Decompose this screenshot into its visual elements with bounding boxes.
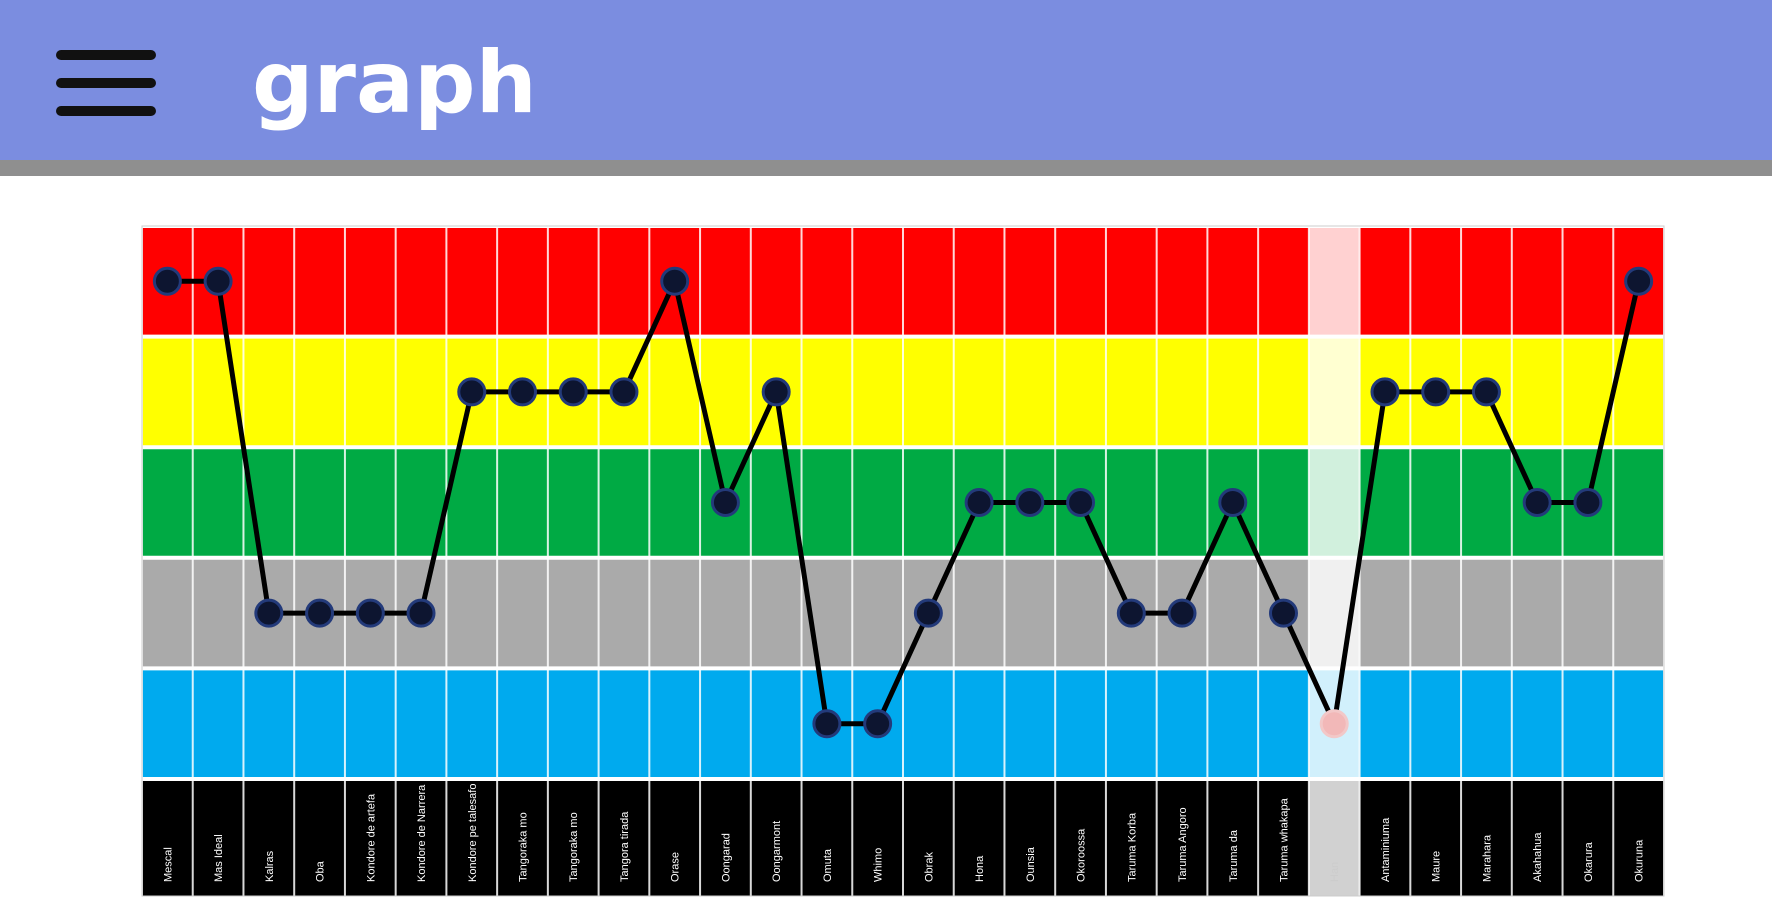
- data-point: [457, 377, 487, 407]
- menu-bar-middle: [56, 78, 156, 88]
- data-point: [1218, 488, 1248, 517]
- x-tick-label: Mas Ideal: [213, 834, 225, 882]
- x-tick-label: Kondore pe talesafo: [467, 784, 479, 882]
- x-tick-label: Tangoraka mo: [568, 812, 580, 882]
- data-point: [1471, 377, 1501, 407]
- data-point: [1522, 488, 1552, 517]
- x-tick-label: Taruma Angoro: [1177, 807, 1189, 882]
- data-point: [203, 266, 233, 296]
- data-point: [660, 266, 690, 296]
- x-tick-label: Taruma da: [1228, 829, 1240, 882]
- data-point: [355, 598, 385, 628]
- x-tick-label: Whimo: [873, 848, 885, 882]
- data-point: [1624, 266, 1654, 296]
- chart-border: [141, 225, 1665, 897]
- x-tick-label: Tangora tirada: [619, 811, 631, 882]
- x-tick-label: Okarura: [1583, 841, 1595, 882]
- data-point: [812, 709, 842, 739]
- data-point: [152, 266, 182, 296]
- x-tick-label: Oongarad: [720, 833, 732, 882]
- data-point: [1269, 598, 1298, 628]
- data-point: [1167, 598, 1197, 628]
- data-point: [1421, 377, 1451, 407]
- data-point: [1066, 488, 1096, 517]
- data-point: [1116, 598, 1146, 628]
- x-tick-label: Taruma Korba: [1126, 812, 1138, 882]
- hamburger-menu-icon[interactable]: [48, 40, 164, 126]
- data-point: [964, 488, 994, 517]
- data-point: [609, 377, 639, 407]
- x-tick-label: Han: [1329, 862, 1341, 882]
- data-point: [1319, 709, 1349, 739]
- data-point: [406, 598, 436, 628]
- x-tick-label: Antaminiuma: [1380, 817, 1392, 882]
- x-tick-label: Ounsia: [1025, 846, 1037, 882]
- series-line: [167, 278, 1642, 727]
- x-tick-label: Taruma whakapa: [1279, 797, 1291, 882]
- data-point: [710, 488, 740, 517]
- data-point: [305, 598, 335, 628]
- x-tick-label: Kondore de Narrera: [416, 784, 428, 882]
- x-tick-label: Omuta: [822, 848, 834, 882]
- app-bar: graph: [0, 0, 1772, 176]
- x-tick-label: Akahahua: [1532, 832, 1544, 882]
- highlighted-column: [1308, 226, 1360, 896]
- x-tick-label: Maure: [1431, 851, 1443, 882]
- x-tick-label: Tangoraka mo: [518, 812, 530, 882]
- x-tick-label: Kondore de artefa: [365, 793, 377, 882]
- menu-bar-bottom: [56, 106, 156, 116]
- data-point: [508, 377, 537, 407]
- data-point: [913, 598, 943, 628]
- data-point: [1370, 377, 1400, 407]
- menu-bar-top: [56, 50, 156, 60]
- level-chart: Mescal Mas Ideal Kalras Oba Kondore de artef…: [141, 224, 1665, 897]
- x-tick-label: Oongarmont: [771, 821, 783, 882]
- x-tick-label: Mescal: [162, 847, 174, 882]
- data-point: [1015, 488, 1045, 517]
- data-point: [1573, 488, 1603, 517]
- x-tick-label: Orase: [670, 852, 682, 882]
- data-point: [761, 377, 791, 407]
- page-title: graph: [252, 33, 537, 133]
- x-tick-label: Okoroossa: [1076, 828, 1088, 882]
- x-tick-label: Okuruna: [1634, 839, 1646, 882]
- data-point: [558, 377, 588, 407]
- x-tick-label: Kalras: [264, 850, 276, 882]
- x-tick-label: Hona: [974, 855, 986, 882]
- chart-area: Mescal Mas Ideal Kalras Oba Kondore de artef…: [0, 176, 1772, 900]
- data-point: [254, 598, 284, 628]
- x-tick-label: Oba: [315, 860, 327, 882]
- x-tick-label: Obrak: [923, 852, 935, 882]
- data-point: [863, 709, 893, 739]
- x-tick-label: Marahara: [1481, 834, 1493, 882]
